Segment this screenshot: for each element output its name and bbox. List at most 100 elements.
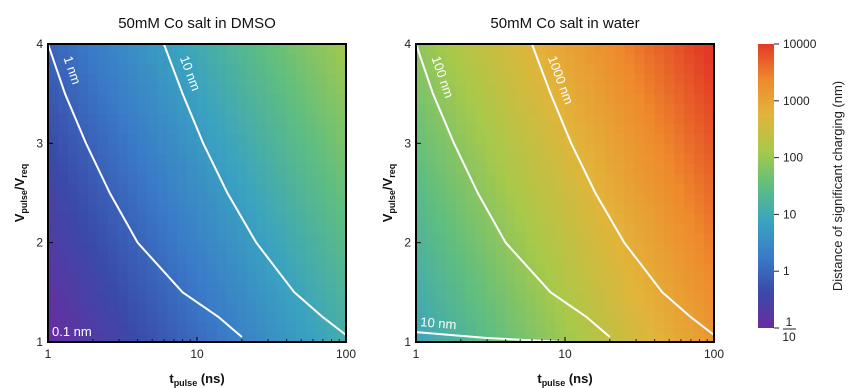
heatmap-cell <box>177 232 188 244</box>
heatmap-cell <box>286 44 297 55</box>
heatmap-cell <box>286 252 297 264</box>
heatmap-cell <box>594 262 606 274</box>
contour-label: 10 nm <box>420 314 457 332</box>
heatmap-cell <box>505 93 516 105</box>
heatmap-cell <box>256 163 268 174</box>
heatmap-cell <box>594 232 606 244</box>
heatmap-cell <box>465 222 477 234</box>
heatmap-cell <box>57 272 69 283</box>
heatmap-cell <box>445 93 457 105</box>
heatmap-cell <box>584 173 596 184</box>
heatmap-cell <box>117 312 129 323</box>
heatmap-cell <box>704 143 714 154</box>
heatmap-cell <box>704 242 714 254</box>
heatmap-cell <box>246 173 258 184</box>
heatmap-cell <box>127 193 138 204</box>
heatmap-cell <box>157 312 168 323</box>
heatmap-cell <box>584 153 596 164</box>
heatmap-cell <box>574 302 586 313</box>
heatmap-cell <box>117 272 129 283</box>
heatmap-cell <box>117 332 129 342</box>
heatmap-cell <box>565 212 576 224</box>
heatmap-cell <box>574 282 586 293</box>
heatmap-cell <box>475 272 487 283</box>
heatmap-cell <box>296 44 307 55</box>
heatmap-cell <box>336 242 346 254</box>
heatmap-cell <box>654 272 665 283</box>
heatmap-cell <box>236 232 248 244</box>
heatmap-cell <box>485 63 497 75</box>
heatmap-cell <box>525 262 536 274</box>
colorbar-tick-label: 1000 <box>783 94 810 108</box>
heatmap-cell <box>614 103 626 115</box>
heatmap-cell <box>107 242 119 254</box>
heatmap-cell <box>226 202 238 214</box>
heatmap-cell <box>614 242 626 254</box>
heatmap-cell <box>584 312 596 323</box>
heatmap-cell <box>495 63 506 75</box>
heatmap-cell <box>435 292 447 303</box>
heatmap-cell <box>654 44 665 55</box>
heatmap-cell <box>574 163 586 174</box>
heatmap-cell <box>485 312 497 323</box>
heatmap-cell <box>535 44 546 55</box>
heatmap-cell <box>604 173 616 184</box>
heatmap-cell <box>117 123 129 134</box>
heatmap-cell <box>127 123 138 134</box>
heatmap-cell <box>425 133 437 144</box>
heatmap-cell <box>107 103 119 115</box>
heatmap-cell <box>485 163 497 174</box>
heatmap-cell <box>505 44 516 55</box>
heatmap-cell <box>316 93 327 105</box>
heatmap-cell <box>435 322 447 333</box>
heatmap-cell <box>286 163 297 174</box>
heatmap-cell <box>137 272 148 283</box>
heatmap-cell <box>167 193 178 204</box>
heatmap-cell <box>326 133 337 144</box>
y-axis-label: Vpulse/Vreq <box>12 164 29 223</box>
heatmap-cell <box>535 73 546 85</box>
heatmap-cell <box>555 332 566 342</box>
heatmap-cell <box>147 53 158 65</box>
heatmap-cell <box>336 133 346 144</box>
heatmap-cell <box>87 133 99 144</box>
heatmap-cell <box>306 44 317 55</box>
heatmap-cell <box>455 113 467 125</box>
heatmap-cell <box>694 252 705 264</box>
heatmap-cell <box>296 93 307 105</box>
heatmap-cell <box>107 163 119 174</box>
heatmap-cell <box>107 332 119 342</box>
heatmap-cell <box>416 173 427 184</box>
heatmap-cell <box>614 292 626 303</box>
contour-line <box>162 44 346 336</box>
heatmap-cell <box>157 113 168 125</box>
heatmap-cell <box>624 173 636 184</box>
heatmap-cell <box>495 252 506 264</box>
heatmap-cell <box>565 242 576 254</box>
heatmap-cell <box>236 252 248 264</box>
heatmap-cell <box>584 272 596 283</box>
heatmap-cell <box>167 312 178 323</box>
heatmap-cell <box>644 113 655 125</box>
heatmap-cell <box>187 292 198 303</box>
heatmap-cell <box>296 163 307 174</box>
heatmap-cell <box>256 143 268 154</box>
heatmap-cell <box>465 153 477 164</box>
heatmap-cell <box>336 163 346 174</box>
heatmap-cell <box>644 123 655 134</box>
heatmap-cell <box>67 292 79 303</box>
heatmap-cell <box>107 73 119 85</box>
heatmap-cell <box>505 312 516 323</box>
heatmap-cell <box>634 44 646 55</box>
heatmap-cell <box>276 252 287 264</box>
heatmap-cell <box>574 222 586 234</box>
heatmap-cell <box>157 73 168 85</box>
heatmap-cell <box>187 83 198 95</box>
heatmap-cell <box>87 183 99 194</box>
heatmap-cell <box>435 183 447 194</box>
heatmap-cell <box>236 133 248 144</box>
heatmap-cell <box>48 183 59 194</box>
heatmap-cell <box>187 232 198 244</box>
heatmap-cell <box>634 282 646 293</box>
heatmap-cell <box>48 153 59 164</box>
